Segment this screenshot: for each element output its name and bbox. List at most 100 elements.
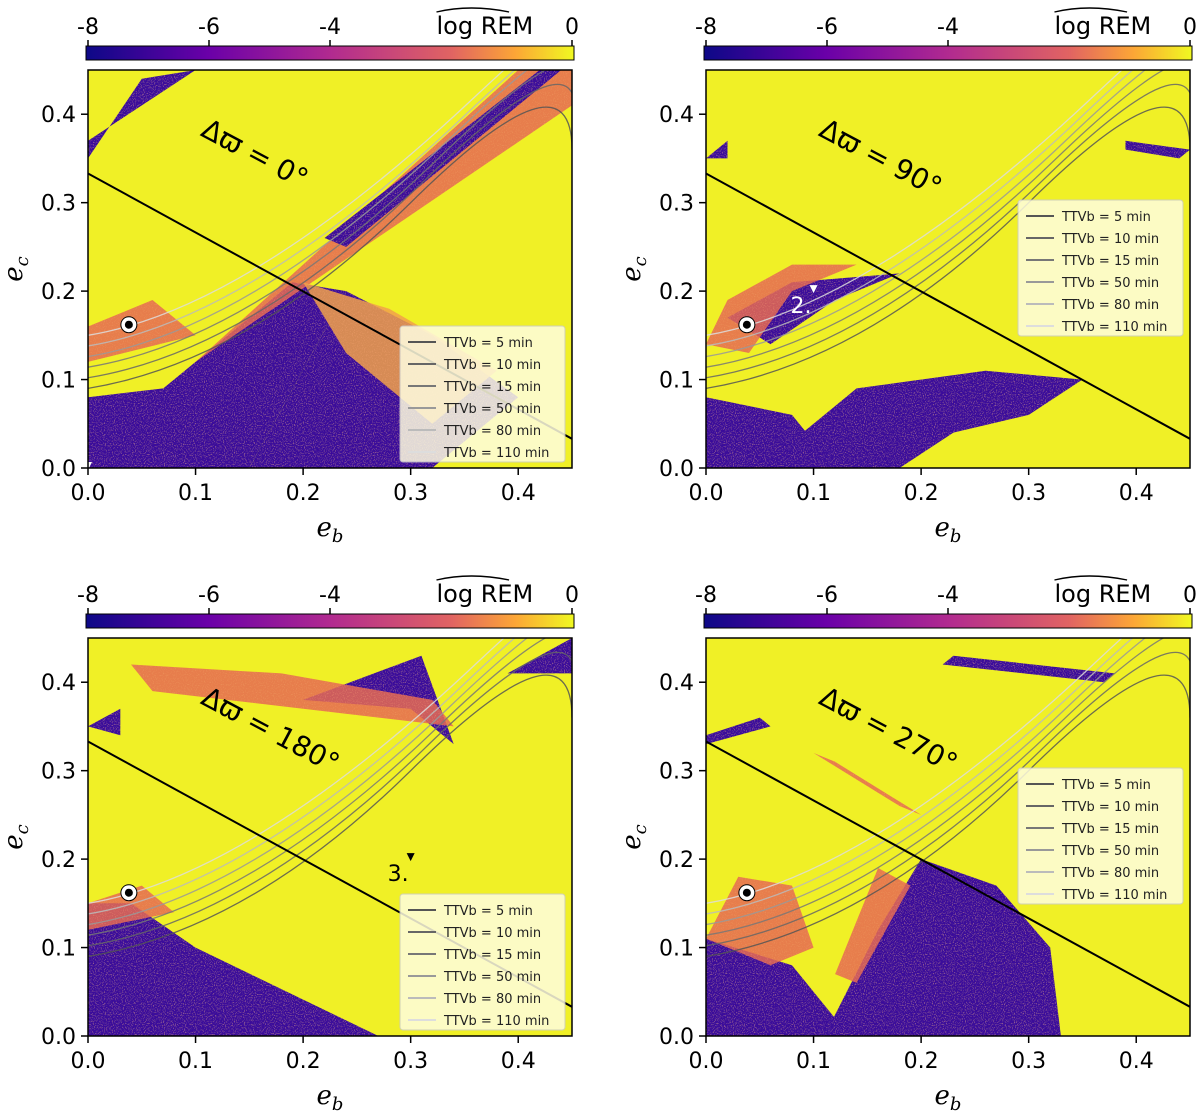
ttv-contour (706, 83, 1190, 379)
plot-frame (705, 69, 1191, 469)
x-tick-label: 0.4 (1119, 1049, 1154, 1074)
plot-frame (87, 637, 573, 1037)
colorbar (703, 45, 1193, 61)
colorbar-tick-label: -6 (198, 583, 220, 608)
x-tick-label: 0.1 (178, 1049, 213, 1074)
y-tick-label: 0.0 (659, 457, 694, 482)
ttv-contour (88, 638, 572, 904)
legend-entry: TTVb = 15 min (443, 948, 541, 963)
ttv-contour (88, 638, 572, 915)
colorbar-tick-label: 0 (1183, 15, 1197, 40)
y-tick-label: 0.2 (659, 848, 694, 873)
legend-entry: TTVb = 10 min (443, 926, 541, 941)
colorbar-label: log REM (1054, 12, 1151, 40)
x-axis-label-sub: b (332, 526, 344, 547)
stability-region (706, 140, 728, 159)
legend-entry: TTVb = 5 min (1061, 778, 1151, 793)
x-tick-label: 0.1 (796, 481, 831, 506)
x-tick-label: 0.3 (1011, 1049, 1046, 1074)
y-axis-label-sub: c (12, 256, 33, 266)
legend-box (399, 893, 566, 1031)
y-tick-label: 0.3 (41, 192, 76, 217)
stability-region (706, 876, 814, 966)
legend-entry: TTVb = 50 min (443, 970, 541, 985)
plot-frame (705, 637, 1191, 1037)
colorbar (85, 45, 575, 61)
colorbar-tick-label: -4 (319, 583, 341, 608)
ttv-contour (706, 638, 1190, 904)
colorbar-tick-label: -4 (319, 15, 341, 40)
y-tick-label: 0.1 (659, 369, 694, 394)
marker-label: 1. (65, 471, 86, 496)
legend-entry: TTVb = 15 min (443, 380, 541, 395)
legend-entry: TTVb = 10 min (1061, 800, 1159, 815)
x-axis-label-sub: b (950, 526, 962, 547)
stability-region (727, 273, 900, 345)
ttv-contour (706, 70, 1190, 358)
y-tick-label: 0.4 (41, 671, 76, 696)
y-tick-label: 0.0 (41, 1025, 76, 1050)
nominal-point-inner (742, 320, 751, 329)
colorbar-label: log REM (1054, 580, 1151, 608)
y-tick-label: 0.4 (659, 103, 694, 128)
reference-line (706, 740, 1190, 1008)
legend-entry: TTVb = 50 min (443, 402, 541, 417)
x-tick-label: 0.2 (286, 1049, 321, 1074)
stability-region (835, 868, 911, 983)
legend-entry: TTVb = 50 min (1061, 276, 1159, 291)
ttv-contour (706, 70, 1190, 336)
ttv-contour (706, 70, 1190, 368)
y-tick-label: 0.4 (659, 671, 694, 696)
nominal-point-inner (124, 888, 133, 897)
ttv-contour (88, 70, 572, 347)
colorbar-tick-label: 0 (565, 15, 579, 40)
x-axis-label: eb (935, 1081, 962, 1111)
colorbar-hat (1054, 7, 1128, 13)
legend-entry: TTVb = 10 min (1061, 232, 1159, 247)
ttv-contour (88, 638, 572, 936)
colorbar-tick-label: 0 (1183, 583, 1197, 608)
legend-entry: TTVb = 5 min (1061, 210, 1151, 225)
x-axis-label: eb (317, 513, 344, 547)
ttv-contour (88, 106, 572, 390)
colorbar-hat (436, 7, 510, 13)
x-tick-label: 0.2 (286, 481, 321, 506)
colorbar-tick-label: 0 (565, 583, 579, 608)
ttv-contour (88, 70, 572, 336)
y-axis-label-sub: c (630, 824, 651, 834)
ttv-contour (706, 638, 1190, 936)
x-tick-label: 0.3 (393, 481, 428, 506)
legend-entry: TTVb = 110 min (443, 446, 549, 461)
legend-entry: TTVb = 110 min (443, 1014, 549, 1029)
legend-entry: TTVb = 110 min (1061, 888, 1167, 903)
legend-box (399, 325, 566, 463)
x-tick-label: 0.0 (689, 1049, 724, 1074)
colorbar-tick-label: -8 (695, 583, 717, 608)
y-tick-label: 0.4 (41, 103, 76, 128)
x-tick-label: 0.0 (689, 481, 724, 506)
y-tick-label: 0.2 (41, 280, 76, 305)
colorbar-tick-label: -6 (816, 15, 838, 40)
colorbar-tick-label: -4 (937, 583, 959, 608)
x-tick-label: 0.4 (501, 481, 536, 506)
x-axis-label: eb (935, 513, 962, 547)
x-axis-label-sub: b (950, 1094, 962, 1111)
ttv-contour (706, 651, 1190, 947)
y-axis-label-sub: c (630, 256, 651, 266)
colorbar-tick-label: -4 (937, 15, 959, 40)
x-tick-label: 0.4 (1119, 481, 1154, 506)
ttv-contour (88, 83, 572, 379)
legend-entry: TTVb = 10 min (443, 358, 541, 373)
y-tick-label: 0.0 (659, 1025, 694, 1050)
y-tick-label: 0.2 (659, 280, 694, 305)
ttv-contour (706, 638, 1190, 926)
legend-entry: TTVb = 80 min (1061, 298, 1159, 313)
x-tick-label: 0.1 (178, 481, 213, 506)
x-tick-label: 0.4 (501, 1049, 536, 1074)
colorbar-tick-label: -6 (816, 583, 838, 608)
colorbar-tick-label: -8 (77, 583, 99, 608)
ttv-contour (88, 674, 572, 958)
